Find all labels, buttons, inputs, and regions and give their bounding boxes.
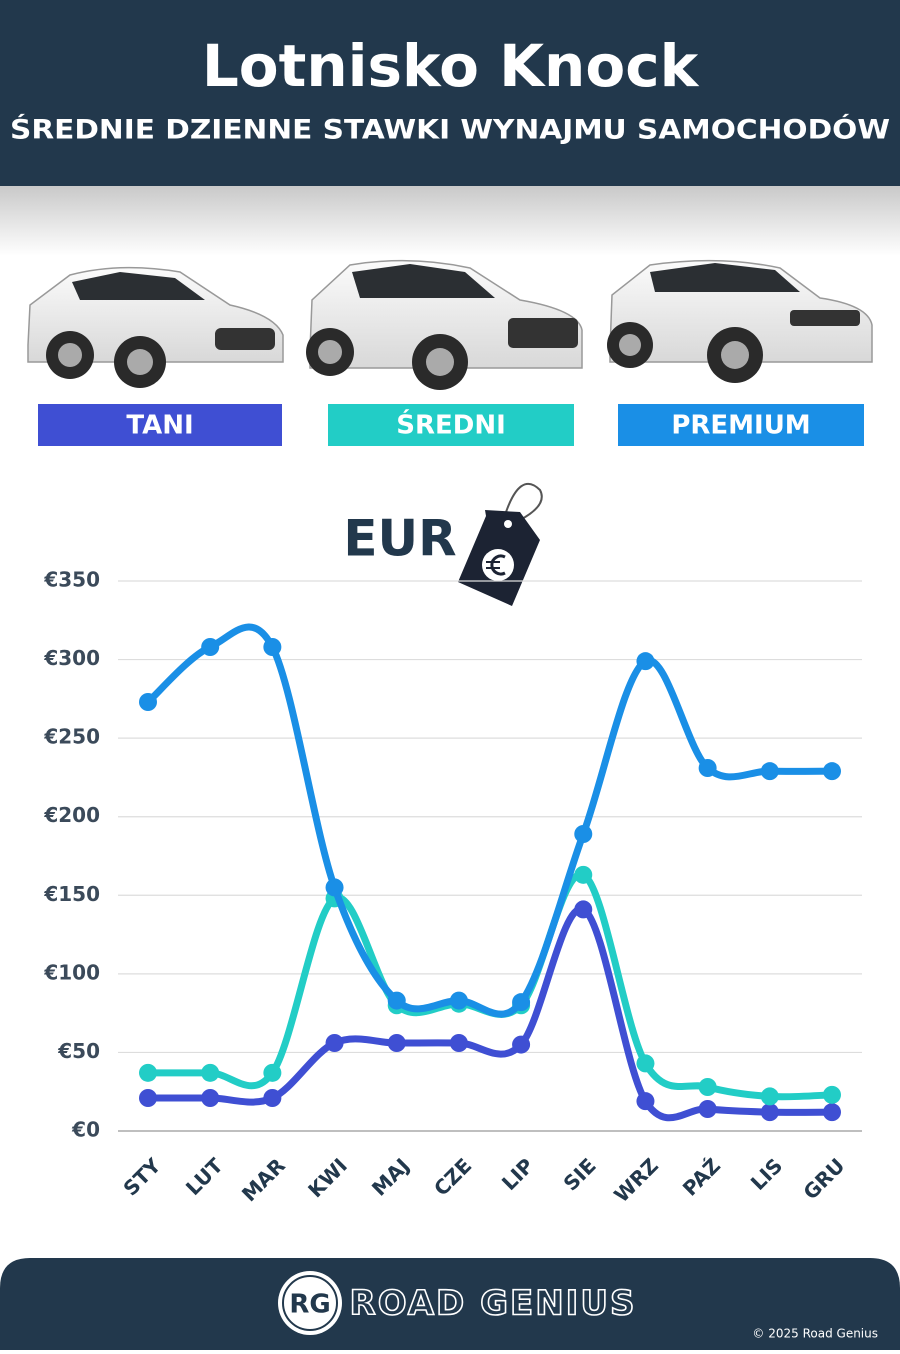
x-tick-label: LIS: [746, 1153, 787, 1194]
data-point: [449, 1034, 468, 1052]
y-tick-label: €300: [43, 646, 100, 670]
legend-label: PREMIUM: [671, 411, 810, 441]
data-point: [139, 1063, 157, 1082]
data-point: [325, 878, 344, 897]
legend-box: [38, 404, 282, 446]
car-suv: [306, 259, 583, 390]
x-tick-label: STY: [118, 1153, 165, 1200]
data-point: [636, 1054, 655, 1073]
subtitle: ŚREDNIE DZIENNE STAWKI WYNAJMU SAMOCHODÓ…: [10, 114, 890, 146]
data-point: [698, 1100, 717, 1118]
unit-label: EUR: [343, 510, 456, 568]
x-tick-label: PAŹ: [678, 1153, 725, 1200]
data-point: [512, 993, 531, 1012]
data-point: [201, 638, 220, 656]
title: Lotnisko Knock: [202, 32, 700, 100]
data-point: [636, 1092, 655, 1111]
x-tick-label: WRZ: [609, 1153, 663, 1207]
brand: ROAD GENIUS: [350, 1284, 637, 1324]
data-point: [263, 1089, 282, 1107]
data-point: [139, 1089, 157, 1107]
data-point: [449, 991, 468, 1010]
y-tick-label: €100: [43, 960, 100, 984]
x-tick-label: GRU: [798, 1153, 849, 1204]
data-point: [263, 1063, 282, 1082]
logo-ring: [282, 1275, 338, 1331]
data-point: [760, 762, 779, 781]
legend-box: [618, 404, 864, 446]
y-tick-label: €0: [71, 1118, 100, 1142]
data-point: [760, 1103, 779, 1122]
data-point: [387, 991, 406, 1010]
car-hatchback: [27, 266, 284, 388]
y-tick-label: €200: [43, 803, 100, 827]
header-shadow: [0, 186, 900, 256]
data-point: [636, 652, 655, 671]
x-tick-label: KWI: [303, 1153, 352, 1202]
data-point: [823, 1103, 841, 1122]
data-point: [201, 1089, 220, 1107]
x-tick-label: LIP: [497, 1153, 539, 1195]
data-point: [325, 1034, 344, 1052]
y-tick-label: €150: [43, 882, 100, 906]
y-tick-label: €50: [57, 1039, 100, 1063]
y-tick-label: €250: [43, 725, 100, 749]
x-tick-label: MAJ: [367, 1153, 414, 1200]
data-point: [201, 1063, 220, 1082]
footer: [0, 1258, 900, 1350]
y-tick-label: €350: [43, 568, 100, 592]
header: [0, 0, 900, 186]
legend: TANI ŚREDNI PREMIUM: [38, 404, 864, 446]
copyright: © 2025 Road Genius: [752, 1327, 878, 1341]
legend-label: TANI: [126, 411, 193, 441]
data-point: [387, 1034, 406, 1052]
car-premium: [607, 259, 873, 383]
logo-circle: [278, 1271, 342, 1335]
data-point: [698, 1078, 717, 1096]
x-tick-label: MAR: [237, 1153, 290, 1206]
legend-box: [328, 404, 574, 446]
data-point: [512, 1035, 531, 1054]
series-line: [144, 871, 836, 1101]
data-point: [263, 638, 282, 656]
logo-text: RG: [289, 1290, 330, 1320]
legend-label: ŚREDNI: [396, 409, 506, 441]
data-point: [139, 693, 157, 711]
x-tick-label: SIE: [559, 1153, 601, 1195]
x-tick-label: CZE: [429, 1153, 476, 1200]
data-point: [760, 1087, 779, 1106]
data-point: [823, 1085, 841, 1104]
data-point: [574, 825, 593, 843]
price-tag-icon: [458, 482, 543, 606]
data-point: [823, 762, 841, 781]
x-tick-label: LUT: [181, 1153, 228, 1200]
data-point: [698, 759, 717, 777]
series-line: [144, 623, 836, 1018]
line-chart: €0 €50 €100 €150 €200 €250 €300 €350 STY LUT MAR KW…: [43, 568, 862, 1207]
data-point: [574, 900, 593, 919]
data-point: [574, 865, 593, 884]
